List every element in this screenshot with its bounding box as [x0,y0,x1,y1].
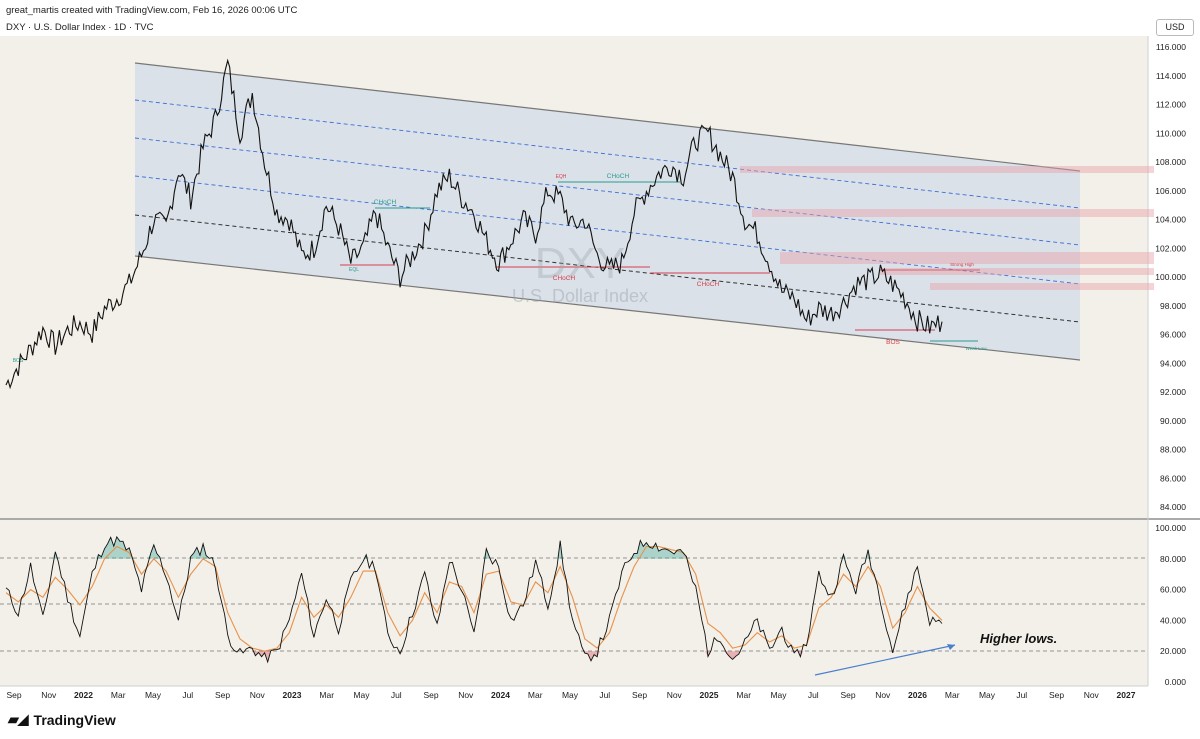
time-tick-label: Nov [250,690,266,700]
osc-tick-label: 100.000 [1155,523,1186,533]
time-tick-label: Sep [632,690,647,700]
time-tick-label: Sep [1049,690,1064,700]
time-tick-label: Jul [182,690,193,700]
structure-label-strong-high: Strong High [950,262,974,267]
price-tick-label: 104.000 [1155,215,1186,225]
supply-zone-4 [880,268,1154,275]
channel-mid-dashed [134,214,1081,323]
price-tick-label: 102.000 [1155,243,1186,253]
osc-tick-label: 0.000 [1165,677,1187,687]
osc-overbought-fill [6,536,942,559]
price-tick-label: 84.000 [1160,502,1186,512]
structure-label-choch-low: CHoCH [553,275,576,282]
price-tick-label: 98.000 [1160,301,1186,311]
time-tick-label: Sep [423,690,438,700]
time-tick-label: May [562,690,579,700]
price-series-group [5,58,943,390]
time-tick-label: Jul [1016,690,1027,700]
watermark-ticker: DXY [535,239,625,288]
structure-label-choch-mid: CHoCH [374,199,397,206]
price-tick-label: 116.000 [1156,42,1186,52]
time-tick-label: Nov [41,690,57,700]
time-tick-label: 2025 [700,690,719,700]
osc-tick-label: 40.000 [1160,615,1186,625]
supply-zone-2 [752,209,1154,217]
time-tick-label: May [353,690,370,700]
channel-quarter-dashed-2 [134,137,1081,246]
channel-fill [135,63,1080,360]
supply-zone-5 [930,283,1154,290]
price-tick-label: 86.000 [1160,473,1186,483]
time-tick-label: May [145,690,162,700]
supply-zone-3 [780,252,1154,264]
time-tick-label: Nov [1084,690,1100,700]
structure-label-eql: EQL [349,267,359,273]
watermark-name: U.S. Dollar Index [512,286,648,306]
time-tick-label: Mar [945,690,960,700]
structure-label-eqh: EQH [556,174,567,180]
structure-label-bos-2022: BOS [13,358,24,364]
time-tick-label: Jul [391,690,402,700]
structure-label-bos: BOS [886,339,900,346]
time-tick-label: Mar [528,690,543,700]
price-tick-label: 96.000 [1160,330,1186,340]
time-tick-label: Sep [840,690,855,700]
price-tick-label: 90.000 [1160,416,1186,426]
currency-button[interactable]: USD [1156,19,1194,36]
price-tick-label: 94.000 [1160,358,1186,368]
time-tick-label: Mar [111,690,126,700]
time-tick-label: Mar [319,690,334,700]
price-tick-label: 88.000 [1160,445,1186,455]
time-tick-label: Jul [599,690,610,700]
structure-label-choch-2025: CHoCH [697,281,720,288]
time-tick-label: Jul [808,690,819,700]
channel-quarter-dashed-1 [134,99,1081,209]
attribution-text: great_martis created with TradingView.co… [6,5,298,16]
osc-tick-label: 60.000 [1160,585,1186,595]
time-tick-label: Nov [458,690,474,700]
price-tick-label: 108.000 [1155,157,1186,167]
structure-label-choch-top: CHoCH [607,173,630,180]
time-tick-label: Mar [736,690,751,700]
time-tick-label: 2023 [283,690,302,700]
tradingview-logo-icon: ▰◢ [8,711,29,727]
channel-quarter-dashed-3 [134,175,1081,285]
time-tick-label: Sep [6,690,21,700]
oscillator-series-group [5,535,943,664]
price-tick-label: 110.000 [1156,128,1186,138]
time-tick-label: Sep [215,690,230,700]
time-tick-label: May [979,690,996,700]
osc-tick-label: 80.000 [1160,554,1186,564]
price-tick-label: 114.000 [1156,71,1186,81]
price-axis-group: 84.000 86.000 88.000 90.000 92.000 94.000 96.0… [1155,42,1186,687]
osc-tick-label: 20.000 [1160,646,1186,656]
time-tick-label: Nov [667,690,683,700]
structure-label-weak-low: Weak Low [966,346,988,351]
tradingview-brand[interactable]: ▰◢ TradingView [8,711,116,728]
price-tick-label: 100.000 [1155,272,1186,282]
supply-zone-1 [740,166,1154,173]
price-tick-label: 112.000 [1156,100,1186,110]
price-tick-label: 106.000 [1155,186,1186,196]
higher-lows-trendline [814,644,956,676]
time-tick-label: May [770,690,787,700]
time-axis-group: Sep Nov 2022 Mar May Jul Sep Nov 2023 Mar May Jul Se… [6,690,1135,700]
time-tick-label: 2027 [1117,690,1136,700]
time-tick-label: 2022 [74,690,93,700]
higher-lows-label: Higher lows. [980,631,1057,646]
price-tick-label: 92.000 [1160,387,1186,397]
time-tick-label: 2024 [491,690,510,700]
higher-lows-arrowhead [947,644,955,650]
time-tick-label: Nov [875,690,891,700]
brand-name: TradingView [33,711,116,728]
channel-top-line [134,62,1081,172]
channel-bottom-line [134,255,1081,361]
osc-main-line [5,535,943,664]
time-tick-label: 2026 [908,690,927,700]
price-line [5,58,943,390]
symbol-legend[interactable]: DXY · U.S. Dollar Index · 1D · TVC [6,22,154,33]
